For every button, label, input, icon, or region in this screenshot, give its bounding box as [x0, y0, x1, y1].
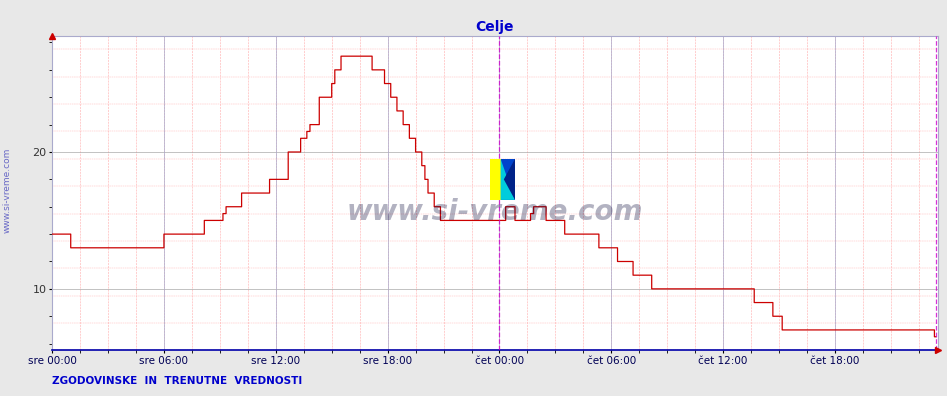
Text: www.si-vreme.com: www.si-vreme.com — [347, 198, 643, 226]
Title: Celje: Celje — [475, 21, 514, 34]
Text: www.si-vreme.com: www.si-vreme.com — [3, 147, 12, 233]
Text: ZGODOVINSKE  IN  TRENUTNE  VREDNOSTI: ZGODOVINSKE IN TRENUTNE VREDNOSTI — [52, 376, 302, 386]
